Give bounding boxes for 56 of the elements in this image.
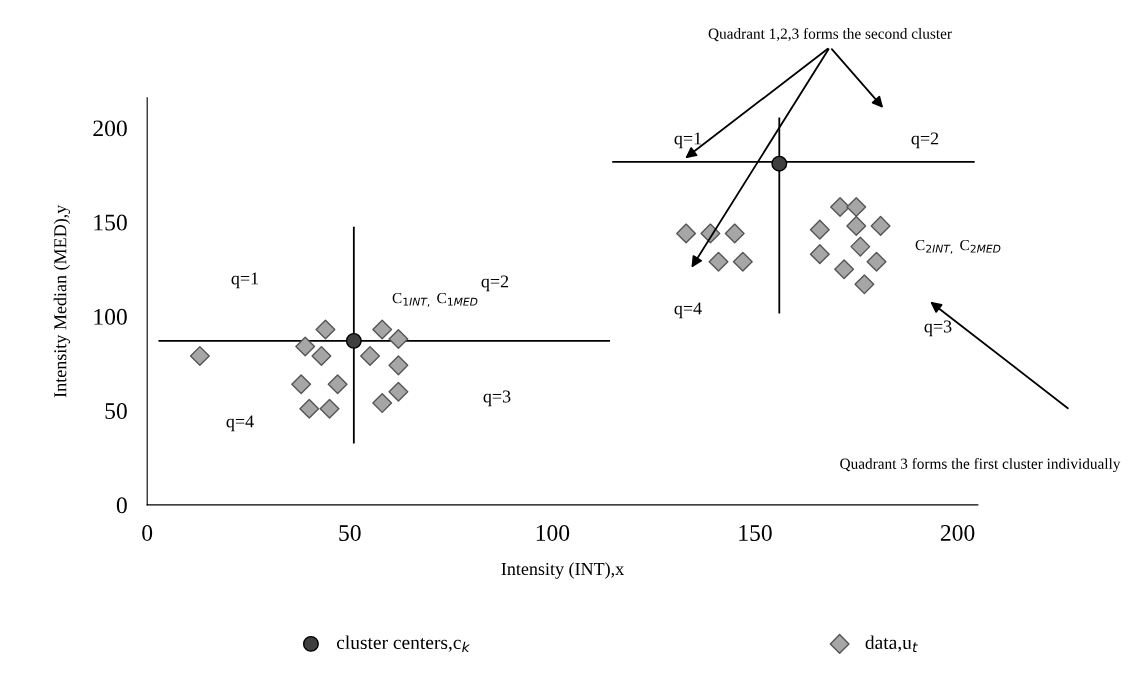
point: [809, 219, 830, 240]
point: [299, 398, 320, 419]
point: [327, 374, 348, 395]
annotation: C$_{2INT,}$ C$_{2MED}$: [915, 239, 1001, 254]
point: [319, 398, 340, 419]
point: [846, 215, 867, 236]
point: [315, 319, 336, 340]
point: [854, 274, 875, 295]
annotation: q=3: [483, 390, 511, 407]
point: [291, 374, 312, 395]
point: [724, 223, 745, 244]
point: [771, 155, 788, 172]
x-tick-label: 0: [142, 524, 153, 541]
annotation: q=2: [911, 132, 939, 149]
annotation: q=3: [924, 320, 952, 337]
annotation: C$_{1INT,}$ C$_{1MED}$: [392, 292, 478, 307]
annotation: q=2: [481, 275, 509, 292]
x-tick-label: 150: [739, 524, 772, 541]
point: [830, 197, 851, 218]
point: [732, 251, 753, 272]
point: [295, 336, 316, 357]
point: [708, 251, 729, 272]
y-tick-label: 200: [93, 120, 127, 137]
legend-label: data,u$_{t}$: [865, 635, 918, 653]
x-axis-title: Intensity (INT),x: [501, 562, 624, 579]
point: [866, 251, 887, 272]
point: [834, 259, 855, 280]
point: [846, 197, 867, 218]
point: [345, 332, 362, 349]
point: [388, 328, 409, 349]
annotation: q=4: [226, 415, 254, 432]
x-tick-label: 50: [339, 524, 361, 541]
annotation: q=4: [674, 302, 702, 319]
text: Quadrant 1,2,3 forms the second cluster: [708, 27, 952, 42]
point: [870, 215, 891, 236]
point: [372, 319, 393, 340]
point: [388, 355, 409, 376]
y-tick-label: 0: [116, 497, 127, 514]
x-tick-label: 200: [940, 524, 975, 541]
point: [372, 393, 393, 414]
y-tick-label: 150: [94, 214, 127, 231]
y-tick-label: 50: [105, 403, 127, 420]
point: [388, 381, 409, 402]
point: [360, 345, 381, 366]
point: [311, 345, 332, 366]
annotation: Quadrant 3 forms the first cluster individually: [840, 457, 1121, 473]
annotation: q=1: [674, 132, 702, 149]
annotation: q=1: [231, 272, 259, 289]
x-tick-label: 100: [536, 524, 570, 541]
y-tick-label: 100: [94, 308, 127, 325]
point: [189, 345, 210, 366]
point: [850, 236, 871, 257]
point: [676, 223, 697, 244]
y-axis-title: Intensity Median (MED),y: [53, 204, 71, 398]
point: [809, 244, 830, 265]
legend-label: cluster centers,c$_{k}$: [336, 635, 470, 653]
